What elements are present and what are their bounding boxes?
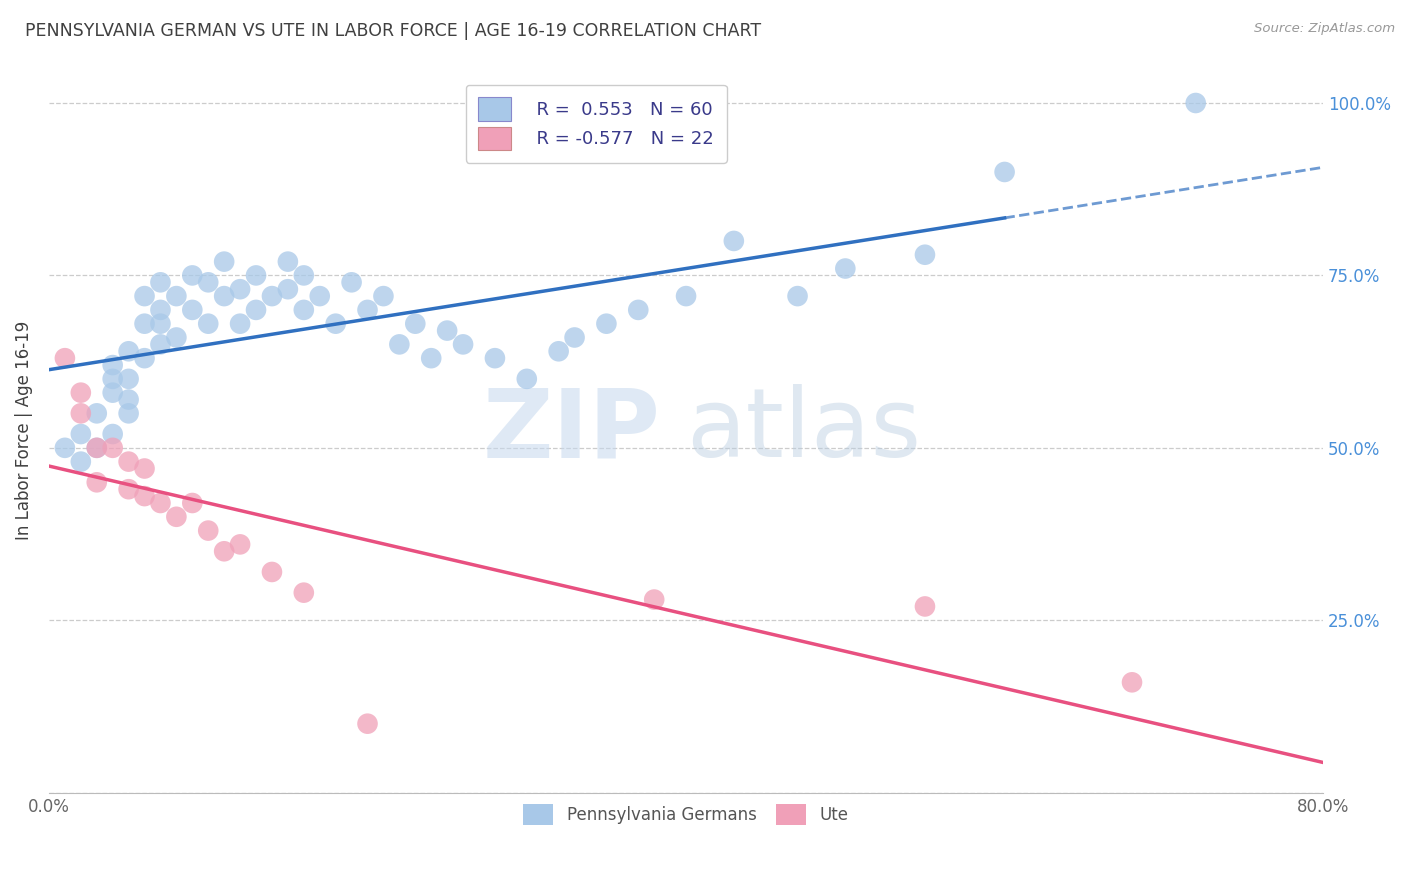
Point	[388, 337, 411, 351]
Point	[181, 496, 204, 510]
Point	[149, 337, 172, 351]
Point	[101, 427, 124, 442]
Point	[292, 268, 315, 283]
Point	[914, 248, 936, 262]
Point	[786, 289, 808, 303]
Point	[643, 592, 665, 607]
Point	[101, 385, 124, 400]
Point	[181, 302, 204, 317]
Text: atlas: atlas	[686, 384, 921, 477]
Point	[451, 337, 474, 351]
Point	[260, 289, 283, 303]
Point	[212, 289, 235, 303]
Point	[101, 441, 124, 455]
Point	[197, 524, 219, 538]
Point	[484, 351, 506, 366]
Point	[373, 289, 395, 303]
Point	[165, 509, 187, 524]
Point	[292, 302, 315, 317]
Point	[69, 427, 91, 442]
Text: Source: ZipAtlas.com: Source: ZipAtlas.com	[1254, 22, 1395, 36]
Point	[675, 289, 697, 303]
Point	[197, 317, 219, 331]
Point	[356, 302, 378, 317]
Point	[420, 351, 443, 366]
Point	[356, 716, 378, 731]
Point	[134, 489, 156, 503]
Point	[229, 537, 252, 551]
Point	[1184, 95, 1206, 110]
Point	[117, 482, 139, 496]
Point	[149, 496, 172, 510]
Point	[86, 406, 108, 420]
Point	[325, 317, 347, 331]
Point	[134, 289, 156, 303]
Point	[86, 475, 108, 490]
Point	[134, 351, 156, 366]
Point	[165, 289, 187, 303]
Point	[212, 254, 235, 268]
Point	[117, 372, 139, 386]
Point	[723, 234, 745, 248]
Point	[53, 351, 76, 366]
Point	[229, 282, 252, 296]
Point	[101, 372, 124, 386]
Text: PENNSYLVANIA GERMAN VS UTE IN LABOR FORCE | AGE 16-19 CORRELATION CHART: PENNSYLVANIA GERMAN VS UTE IN LABOR FORC…	[25, 22, 762, 40]
Point	[101, 358, 124, 372]
Point	[181, 268, 204, 283]
Point	[277, 282, 299, 296]
Point	[69, 406, 91, 420]
Point	[197, 275, 219, 289]
Point	[1121, 675, 1143, 690]
Point	[117, 455, 139, 469]
Y-axis label: In Labor Force | Age 16-19: In Labor Force | Age 16-19	[15, 321, 32, 541]
Point	[165, 330, 187, 344]
Point	[292, 585, 315, 599]
Point	[595, 317, 617, 331]
Point	[86, 441, 108, 455]
Point	[117, 406, 139, 420]
Point	[308, 289, 330, 303]
Point	[564, 330, 586, 344]
Point	[994, 165, 1017, 179]
Point	[149, 317, 172, 331]
Point	[340, 275, 363, 289]
Point	[229, 317, 252, 331]
Point	[436, 324, 458, 338]
Point	[149, 275, 172, 289]
Point	[547, 344, 569, 359]
Point	[914, 599, 936, 614]
Legend: Pennsylvania Germans, Ute: Pennsylvania Germans, Ute	[513, 794, 859, 835]
Point	[245, 302, 267, 317]
Point	[627, 302, 650, 317]
Point	[69, 455, 91, 469]
Point	[86, 441, 108, 455]
Point	[516, 372, 538, 386]
Text: ZIP: ZIP	[482, 384, 661, 477]
Point	[117, 392, 139, 407]
Point	[134, 317, 156, 331]
Point	[212, 544, 235, 558]
Point	[245, 268, 267, 283]
Point	[260, 565, 283, 579]
Point	[149, 302, 172, 317]
Point	[117, 344, 139, 359]
Point	[404, 317, 426, 331]
Point	[277, 254, 299, 268]
Point	[69, 385, 91, 400]
Point	[53, 441, 76, 455]
Point	[834, 261, 856, 276]
Point	[134, 461, 156, 475]
